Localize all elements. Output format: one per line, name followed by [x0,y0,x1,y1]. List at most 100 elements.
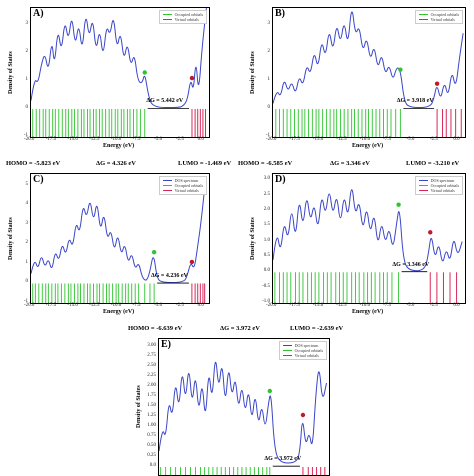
panel-e: ΔG = 3.972 eV DOS spectrum Occupied orbita… [120,333,330,476]
legend-swatch [418,19,428,20]
y-tick-label: 1.5 [263,222,270,228]
y-tick-label: 1.25 [147,413,156,418]
legend-item: Occupied orbitals [418,183,459,188]
legend-swatch [162,14,172,15]
x-tick-label: -15.0 [67,137,78,142]
x-tick-label: -2.5 [429,137,438,142]
panel-c: ΔG = 4.236 eV DOS spectrum Occupied orbita… [4,168,210,316]
lumo-marker [300,412,306,418]
gap-label-b: ΔG = 3.918 eV [396,98,434,105]
x-tick-label: 0.0 [453,303,460,308]
x-axis-label: Energy (eV) [352,143,384,149]
panel-label-a: A) [33,8,44,19]
x-tick-label: 0.0 [453,137,460,142]
legend-item: Virtual orbitals [162,17,203,22]
x-tick-label: -20.0 [266,137,277,142]
x-tick-label: 0.0 [197,137,204,142]
legend-c: DOS spectrum Occupied orbitals Virtual orb… [158,176,207,195]
y-tick-label: 0.50 [147,443,156,448]
chart-svg-a [31,8,207,137]
y-tick-label: 2 [25,240,29,246]
dos-curve [273,11,464,109]
y-tick-label: 2.5 [263,191,270,197]
y-tick-label: -1 [23,133,28,138]
homo-marker [142,70,147,75]
plot-area-d: ΔG = 3.346 eV DOS spectrum Occupied orbita… [272,173,466,304]
x-tick-label: -5.0 [154,137,163,142]
x-tick-label: -2.5 [175,303,184,308]
y-tick-label: 0 [25,104,29,110]
lumo-marker [434,81,440,86]
y-tick-label: -1 [23,299,28,304]
header-e-gap: ΔG = 3.972 eV [220,325,260,332]
x-tick-label: -10.0 [359,303,371,308]
legend-label: Occupied orbitals [430,183,459,188]
header-e-homo: HOMO = -6.639 eV [128,325,183,332]
y-tick-label: 1 [25,76,29,82]
y-tick-label: 0.25 [147,453,156,458]
plot-area-c: ΔG = 4.236 eV DOS spectrum Occupied orbita… [30,173,210,304]
legend-label: Occupied orbitals [294,348,323,353]
legend-item: DOS spectrum [162,178,203,183]
dos-curve [159,361,328,464]
panel-label-e: E) [161,339,171,350]
legend-item: Occupied orbitals [162,183,203,188]
legend-label: DOS spectrum [294,343,319,348]
gap-label-e: ΔG = 3.972 eV [264,456,302,463]
legend-item: Occupied orbitals [282,348,323,353]
legend-label: Virtual orbitals [294,353,319,358]
x-tick-label: -12.5 [336,137,347,142]
y-tick-label: 2.50 [147,363,156,368]
x-tick-label: -15.0 [312,303,324,308]
gap-label-c: ΔG = 4.236 eV [151,273,188,280]
x-tick-label: -12.5 [336,303,347,308]
legend-label: Occupied orbitals [174,12,203,17]
panel-label-d: D) [275,174,286,185]
legend-item: DOS spectrum [418,178,459,183]
legend-item: Virtual orbitals [418,17,459,22]
legend-label: DOS spectrum [430,178,455,183]
legend-swatch [282,355,292,356]
x-tick-label: -10.0 [110,137,122,142]
y-tick-label: 0.5 [263,252,270,258]
y-tick-label: 3 [267,20,271,26]
chart-svg-b [273,11,464,137]
plot-area-b: ΔG = 3.918 eV Occupied orbitals Virtual or… [272,7,466,138]
x-tick-label: -17.5 [289,303,300,308]
header-e-lumo: LUMO = -2.639 eV [290,325,344,332]
y-axis-label: Density of States [8,216,14,260]
lumo-marker [189,75,195,81]
x-tick-label: -17.5 [45,137,57,142]
homo-marker [151,249,157,255]
header-d-gap: ΔG = 3.346 eV [330,160,370,167]
legend-item: Virtual orbitals [282,353,323,358]
homo-marker [267,388,272,394]
x-tick-label: -12.5 [89,303,100,308]
y-tick-label: -0.5 [262,283,270,289]
lumo-marker [428,230,433,235]
y-tick-label: 1 [267,76,271,82]
y-tick-label: 4 [25,201,29,207]
gap-label-d: ΔG = 3.346 eV [392,261,430,268]
y-axis-label: Density of States [250,50,256,94]
y-tick-label: 2 [267,48,271,54]
x-tick-label: 0.0 [197,303,204,308]
y-tick-label: 1 [25,259,29,265]
x-tick-label: -7.5 [132,303,141,308]
header-c-homo: HOMO = -5.823 eV [6,160,61,167]
x-tick-label: -12.5 [89,137,100,142]
y-axis-label: Density of States [8,50,14,94]
header-c-lumo: LUMO = -1.469 eV [178,160,232,167]
dos-curve [31,179,207,283]
panel-label-c: C) [33,174,44,185]
legend-swatch [418,190,428,191]
y-tick-label: 2 [25,48,29,54]
x-tick-label: -20.0 [266,303,277,308]
x-tick-label: -10.0 [359,137,371,142]
legend-label: Virtual orbitals [174,188,199,193]
y-tick-label: 2.0 [263,206,270,212]
legend-item: DOS spectrum [282,343,323,348]
legend-label: Occupied orbitals [174,183,203,188]
y-tick-label: 2.00 [147,383,156,388]
dos-curve [31,8,207,109]
